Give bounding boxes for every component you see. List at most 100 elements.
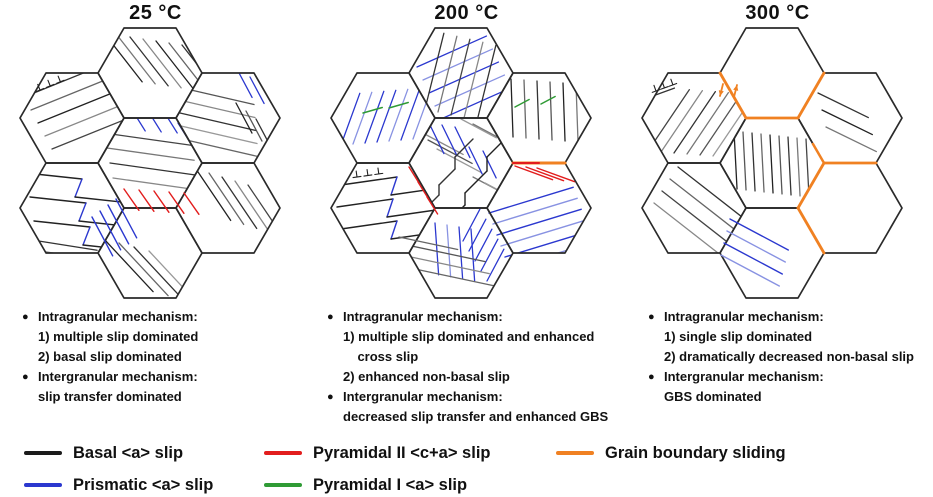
grain-25c-lr	[175, 162, 281, 254]
slip-lines-200c-ur	[510, 78, 579, 143]
grain-200c-lr	[486, 162, 592, 254]
slip-lines-200c-ul	[340, 86, 433, 146]
notes-25c: ● Intragranular mechanism: 1) multiple sli…	[0, 299, 311, 431]
slip-lines-200c-b	[488, 208, 513, 269]
notes-200c: ● Intragranular mechanism: 1) multiple sli…	[311, 299, 622, 431]
slip-lines-200c-ur	[514, 95, 556, 108]
legend-item-pyramidal-ii-c-a-slip: Pyramidal II <c+a> slip	[264, 441, 490, 465]
grain-300c-ul	[641, 72, 747, 164]
legend-label-pyramidal-i-a-slip: Pyramidal I <a> slip	[313, 475, 468, 494]
grain-200c-b	[408, 207, 514, 299]
slip-lines-300c-ul	[647, 89, 746, 157]
note-heading: ● Intragranular mechanism:	[22, 307, 311, 327]
grain-25c-t	[97, 27, 203, 119]
legend-label-pyramidal-ii-c-a-slip: Pyramidal II <c+a> slip	[313, 443, 491, 462]
note-line: 2) basal slip dominated	[38, 349, 182, 364]
note-heading: ● Intragranular mechanism:	[327, 307, 622, 327]
grain-boundaries-25c	[19, 27, 281, 299]
note-line: GBS dominated	[664, 389, 762, 404]
slip-lines-200c-b	[409, 244, 494, 287]
slip-lines-25c-ll	[25, 238, 106, 253]
slip-lines-200c-c	[460, 118, 509, 144]
note-line: cross slip	[343, 349, 419, 364]
panel-title-300c: 300 °C	[745, 2, 810, 24]
note-heading: ● Intergranular mechanism:	[327, 387, 622, 407]
slip-lines-200c-c	[450, 134, 510, 208]
grain-300c-ur	[797, 72, 903, 164]
grain-300c-t	[719, 27, 825, 119]
slip-lines-200c-ul	[362, 101, 409, 114]
legend-item-basal-a-slip: Basal <a> slip	[24, 441, 183, 465]
slip-lines-300c-ll	[653, 166, 746, 253]
slip-lines-200c-c	[428, 122, 471, 159]
slip-lines-200c-c	[418, 130, 482, 174]
panel-title-200c: 200 °C	[434, 2, 499, 24]
legend-swatch-basal-a-slip	[24, 451, 62, 455]
note-line: slip transfer dominated	[38, 389, 182, 404]
panel-300c: 300 °C ● Intragranular mechanism: 1) singl…	[622, 0, 933, 431]
slip-lines-200c-t	[424, 32, 497, 118]
hex-diagram-25c	[19, 27, 281, 299]
bullet-icon: ●	[22, 371, 29, 383]
slip-lines-200c-lr	[514, 165, 576, 183]
slip-lines-200c-c	[468, 146, 497, 179]
note-line: decreased slip transfer and enhanced GBS	[343, 409, 609, 424]
note-line: 1) single slip dominated	[664, 329, 813, 344]
temperature-panels: 25 °C ● Intragranular mechanism: 1) multip…	[0, 0, 933, 431]
grain-25c-ul	[19, 72, 125, 164]
legend-label-grain-boundary-sliding: Grain boundary sliding	[605, 443, 786, 462]
legend-item-prismatic-a-slip: Prismatic <a> slip	[24, 473, 213, 497]
slip-lines-200c-ll	[340, 220, 435, 240]
legend-label-basal-a-slip: Basal <a> slip	[73, 443, 184, 462]
grain-200c-ll	[330, 162, 436, 254]
hex-diagram-300c	[641, 27, 903, 299]
legend-swatch-prismatic-a-slip	[24, 483, 62, 487]
panel-title-25c: 25 °C	[129, 2, 182, 24]
slip-lines-200c-lr	[488, 186, 591, 253]
slip-lines-300c-ul	[649, 87, 676, 98]
note-line: 1) multiple slip dominated and enhanced	[343, 329, 595, 344]
note-heading: ● Intergranular mechanism:	[648, 367, 933, 387]
slip-lines-25c-b	[103, 238, 199, 298]
overlay-25c	[35, 75, 200, 257]
notes-300c: ● Intragranular mechanism: 1) single slip …	[622, 299, 933, 431]
note-line: 2) dramatically decreased non-basal slip	[664, 349, 914, 364]
note-heading: ● Intragranular mechanism:	[648, 307, 933, 327]
slip-lines-200c-b	[434, 222, 476, 282]
grain-300c-lr	[797, 162, 903, 254]
slip-lines-25c-c	[103, 132, 201, 191]
slip-lines-200c-ll	[336, 198, 435, 218]
slip-lines-25c-ul	[23, 73, 124, 150]
bullet-icon: ●	[327, 391, 334, 403]
legend-label-prismatic-a-slip: Prismatic <a> slip	[73, 475, 214, 494]
slip-lines-200c-b	[462, 208, 505, 282]
slip-lines-200c-ll	[340, 176, 435, 196]
panel-200c: 200 °C ● Intragranular mechanism: 1) multi…	[311, 0, 622, 431]
grain-200c-c	[408, 117, 514, 209]
bullet-icon: ●	[22, 311, 29, 323]
overlay-200c	[352, 161, 567, 251]
bullet-icon: ●	[327, 311, 334, 323]
legend-swatch-pyramidal-ii-c-a-slip	[264, 451, 302, 455]
bullet-icon: ●	[648, 311, 655, 323]
slip-lines-300c-c	[733, 130, 810, 198]
legend: Basal <a> slip Pyramidal II <c+a> slip Gra…	[0, 433, 933, 494]
panel-25c: 25 °C ● Intragranular mechanism: 1) multip…	[0, 0, 311, 431]
note-heading: ● Intergranular mechanism:	[22, 367, 311, 387]
hex-diagram-200c	[330, 27, 592, 299]
grain-200c-ul	[330, 72, 436, 164]
slip-lines-200c-t	[416, 35, 512, 118]
legend-item-pyramidal-i-a-slip: Pyramidal I <a> slip	[264, 473, 467, 497]
overlay-300c	[651, 71, 878, 287]
slip-lines-25c-t	[103, 32, 202, 95]
slip-lines-300c-ur	[817, 92, 877, 153]
note-line: 1) multiple slip dominated	[38, 329, 199, 344]
legend-swatch-pyramidal-i-a-slip	[264, 483, 302, 487]
grain-25c-ll	[19, 162, 125, 254]
grain-25c-b	[97, 207, 203, 299]
bullet-icon: ●	[648, 371, 655, 383]
note-line: 2) enhanced non-basal slip	[343, 369, 510, 384]
legend-item-grain-boundary-sliding: Grain boundary sliding	[556, 441, 786, 465]
grain-200c-ur	[486, 72, 592, 164]
